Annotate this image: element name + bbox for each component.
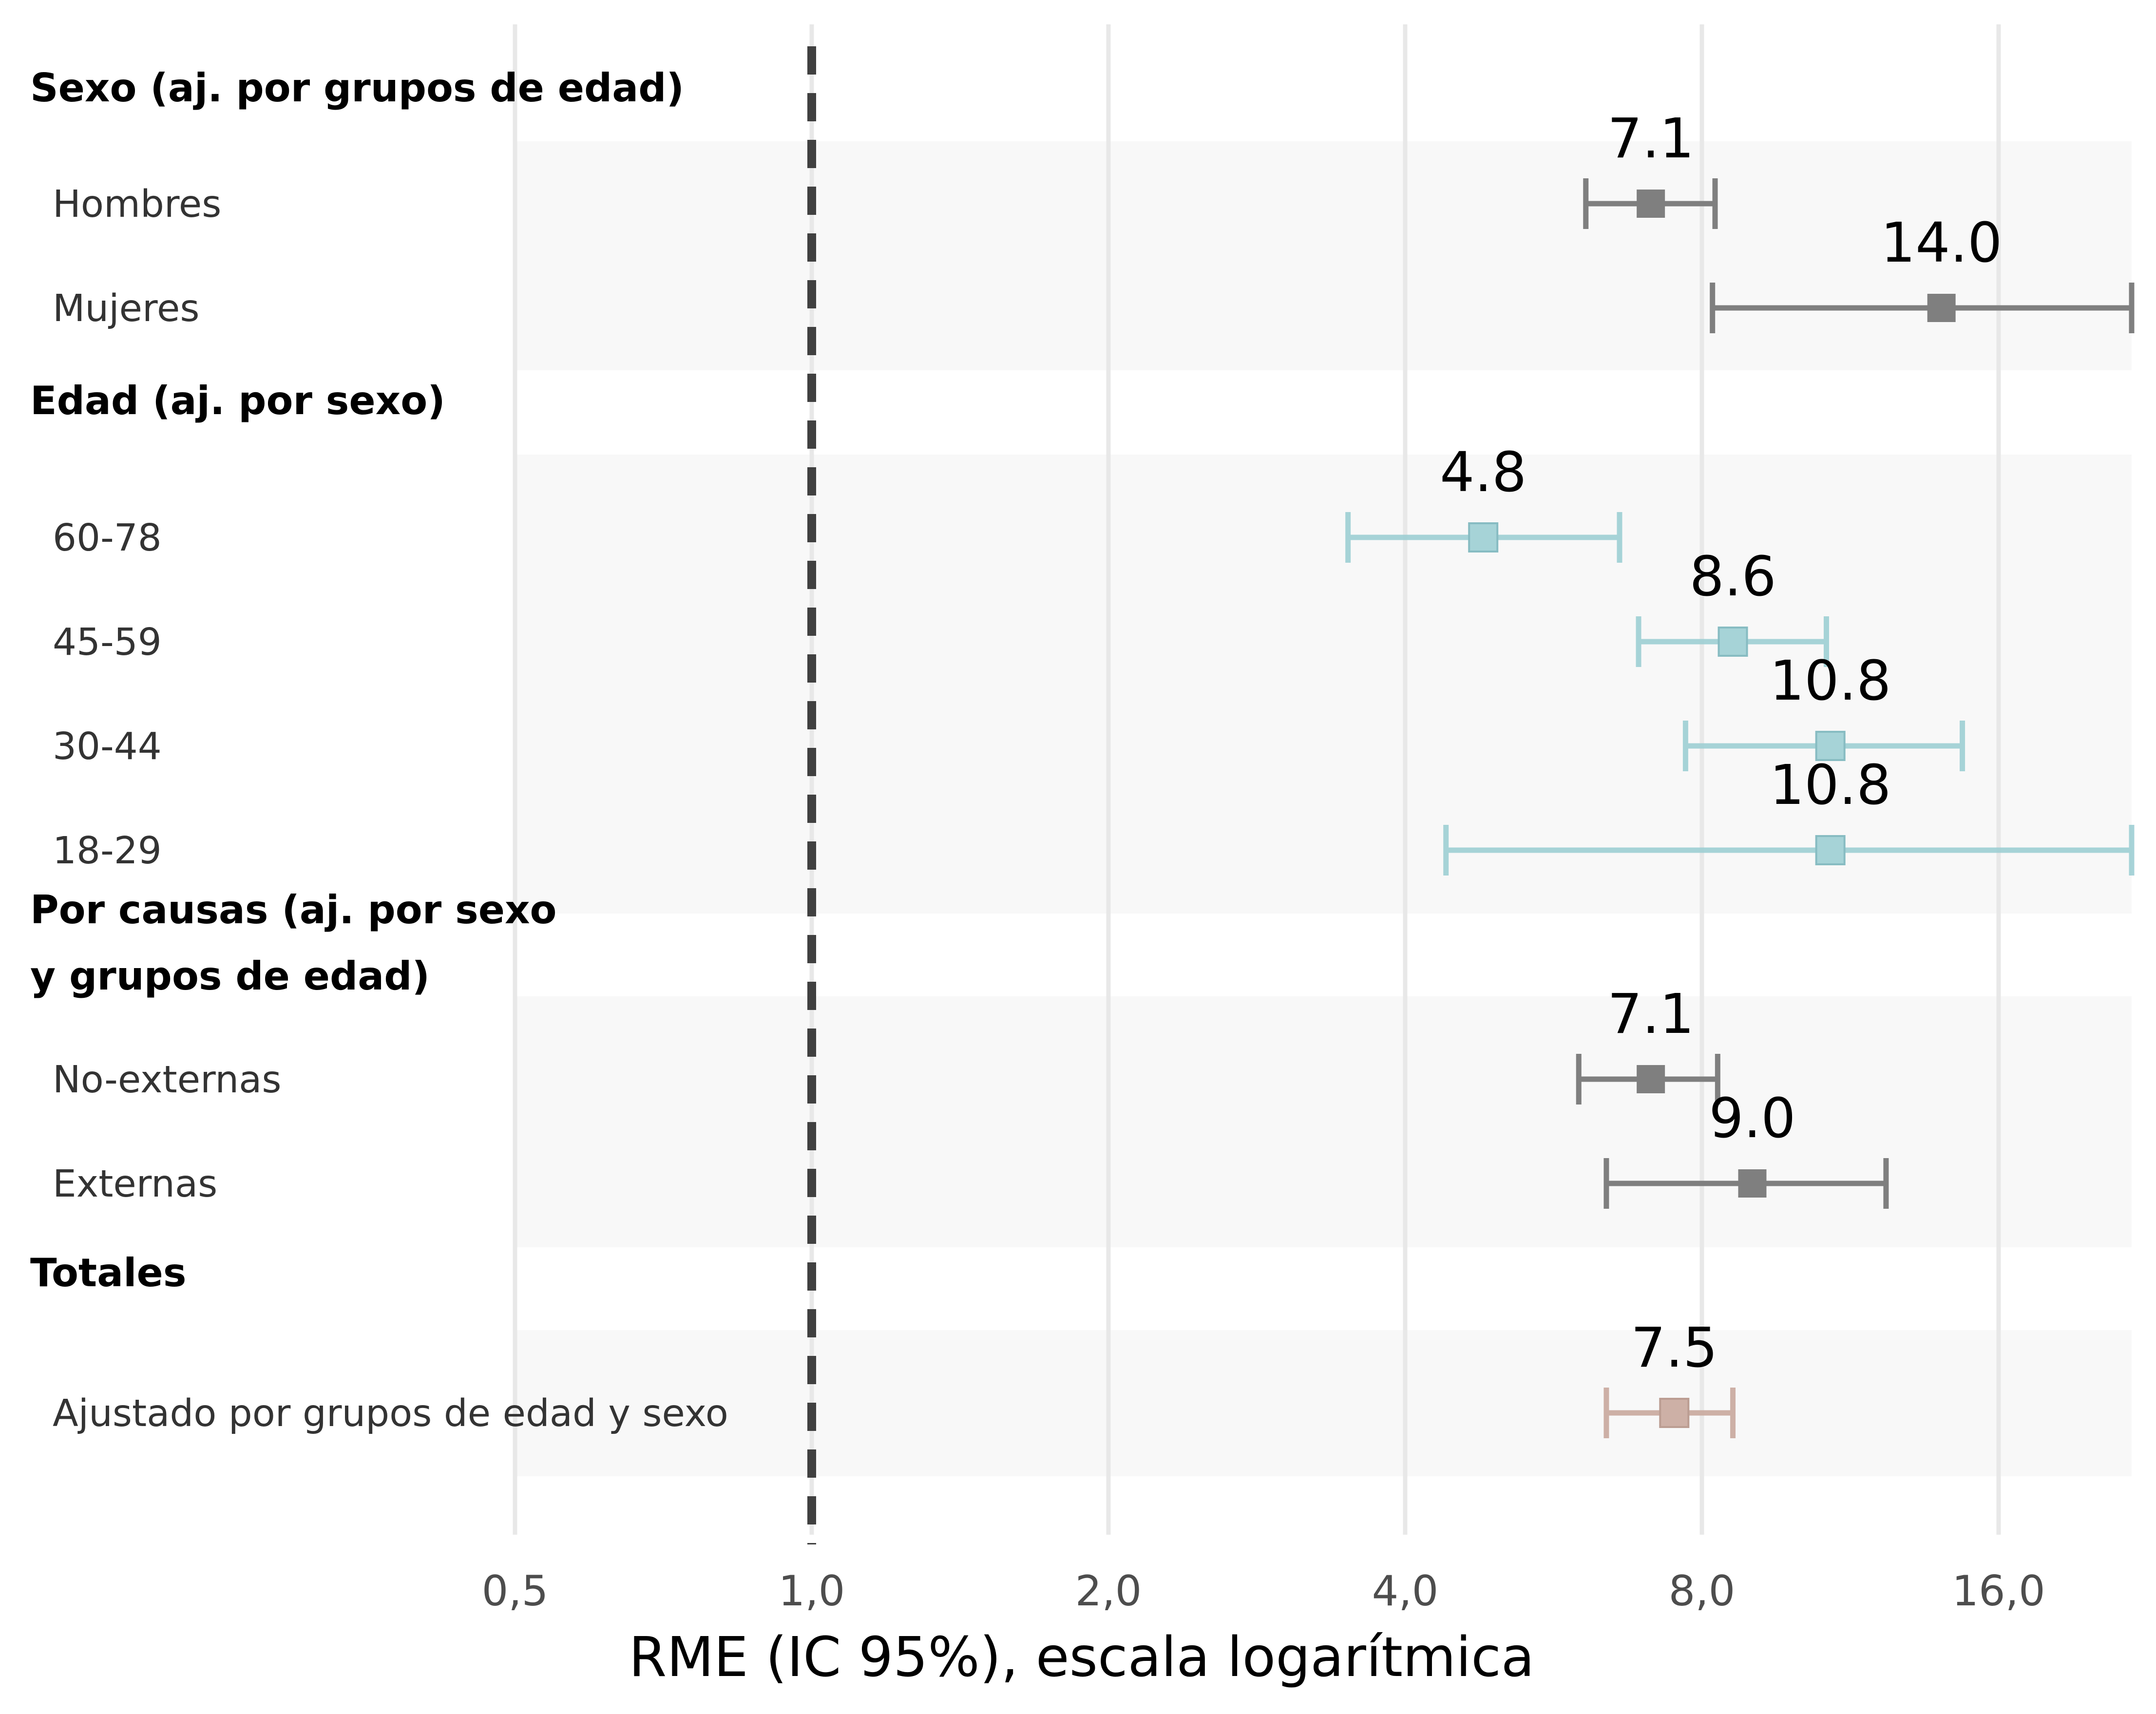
estimate-mark <box>1443 825 2135 876</box>
x-tick-label: 16,0 <box>1952 1567 2045 1616</box>
value-label: 7.1 <box>1607 107 1694 171</box>
section-title: Totales <box>30 1250 186 1295</box>
value-label: 4.8 <box>1440 441 1526 504</box>
row-band <box>515 996 2132 1247</box>
value-label: 7.5 <box>1631 1316 1717 1380</box>
section-title: Por causas (aj. por sexo <box>30 887 557 933</box>
estimate-mark <box>1682 721 1965 771</box>
row-label: Externas <box>53 1162 217 1206</box>
estimate-mark <box>1576 1054 1720 1105</box>
point-estimate <box>1815 835 1846 865</box>
row-label: Hombres <box>53 183 221 226</box>
value-label: 7.1 <box>1607 983 1694 1046</box>
value-label: 10.8 <box>1770 754 1891 817</box>
row-band <box>515 141 2132 370</box>
estimate-mark <box>1583 178 1718 229</box>
row-label: 30-44 <box>53 725 162 768</box>
x-axis-title: RME (IC 95%), escala logarítmica <box>629 1626 1535 1689</box>
row-label: No-externas <box>53 1058 281 1102</box>
x-tick-label: 1,0 <box>779 1567 845 1616</box>
estimates: 7.114.04.88.610.810.87.19.07.5 <box>1345 107 2135 1438</box>
value-label: 14.0 <box>1881 211 2002 275</box>
row-labels: Sexo (aj. por grupos de edad) Hombres Muje… <box>30 65 728 1435</box>
estimate-mark <box>1636 616 1829 667</box>
point-estimate <box>1468 522 1499 552</box>
row-bands <box>515 141 2132 1476</box>
x-tick-label: 8,0 <box>1669 1567 1736 1616</box>
point-estimate <box>1927 294 1956 322</box>
section-title: Sexo (aj. por grupos de edad) <box>30 65 684 111</box>
point-estimate <box>1717 627 1748 657</box>
estimate-mark <box>1603 1388 1736 1438</box>
point-estimate <box>1815 731 1846 761</box>
value-label: 9.0 <box>1709 1087 1795 1150</box>
estimate-mark <box>1603 1158 1889 1209</box>
point-estimate <box>1637 1065 1665 1093</box>
section-title: Edad (aj. por sexo) <box>30 378 445 423</box>
x-tick-label: 2,0 <box>1075 1567 1142 1616</box>
estimate-mark <box>1345 512 1622 563</box>
x-axis-ticks: 0,5 1,0 2,0 4,0 8,0 16,0 <box>482 1567 2045 1616</box>
estimate-mark <box>1710 283 2135 333</box>
row-label: 18-29 <box>53 829 162 873</box>
row-band <box>515 455 2132 914</box>
x-tick-label: 4,0 <box>1372 1567 1439 1616</box>
value-label: 8.6 <box>1689 545 1776 609</box>
point-estimate <box>1738 1169 1767 1198</box>
x-tick-label: 0,5 <box>482 1567 549 1616</box>
row-label: 45-59 <box>53 621 162 664</box>
row-band <box>515 1330 2132 1476</box>
row-label: Ajustado por grupos de edad y sexo <box>53 1392 728 1435</box>
row-label: Mujeres <box>53 287 199 330</box>
row-label: 60-78 <box>53 516 162 560</box>
section-title: y grupos de edad) <box>30 953 430 999</box>
point-estimate <box>1659 1398 1690 1428</box>
point-estimate <box>1637 190 1665 218</box>
value-label: 10.8 <box>1770 649 1891 713</box>
